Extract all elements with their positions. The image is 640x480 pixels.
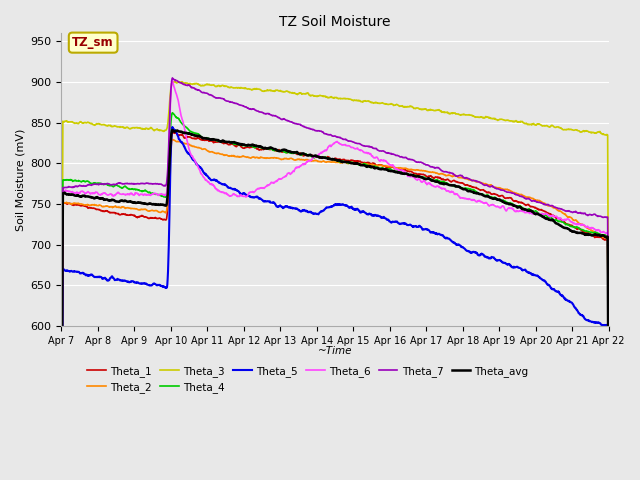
Theta_7 xyxy=(605,438,612,444)
Theta_3 xyxy=(369,100,377,106)
Theta_avg xyxy=(122,198,130,204)
Theta_2 xyxy=(290,157,298,163)
Theta_7 xyxy=(290,120,298,126)
Line: Theta_1: Theta_1 xyxy=(61,132,609,480)
Theta_1 xyxy=(369,160,377,166)
Theta_2 xyxy=(100,204,108,209)
Theta_6 xyxy=(369,155,377,160)
Theta_5 xyxy=(100,276,108,281)
Theta_1 xyxy=(100,208,108,214)
Theta_6 xyxy=(311,154,319,160)
Theta_7 xyxy=(122,180,130,186)
Theta_2 xyxy=(301,157,309,163)
Theta_7 xyxy=(301,124,309,130)
Theta_4 xyxy=(301,151,309,157)
Theta_3 xyxy=(290,90,298,96)
Theta_2 xyxy=(369,162,377,168)
Theta_avg xyxy=(301,152,309,157)
Theta_5 xyxy=(290,205,298,211)
Title: TZ Soil Moisture: TZ Soil Moisture xyxy=(279,15,391,29)
Theta_3 xyxy=(58,465,65,470)
Line: Theta_6: Theta_6 xyxy=(61,81,609,480)
Line: Theta_4: Theta_4 xyxy=(61,113,609,480)
Text: TZ_sm: TZ_sm xyxy=(72,36,114,49)
Line: Theta_2: Theta_2 xyxy=(61,139,609,480)
Theta_4 xyxy=(168,110,176,116)
Line: Theta_avg: Theta_avg xyxy=(61,130,609,480)
Theta_avg xyxy=(168,127,176,133)
Theta_4 xyxy=(290,150,298,156)
Line: Theta_3: Theta_3 xyxy=(61,82,609,468)
Theta_3 xyxy=(100,121,108,127)
Theta_4 xyxy=(369,164,377,170)
Theta_6 xyxy=(290,169,298,175)
Theta_1 xyxy=(122,212,130,218)
Theta_7 xyxy=(369,145,377,151)
Line: Theta_7: Theta_7 xyxy=(61,78,609,480)
Theta_2 xyxy=(168,136,176,142)
Theta_3 xyxy=(605,387,612,393)
Line: Theta_5: Theta_5 xyxy=(61,127,609,480)
Theta_3 xyxy=(122,125,130,131)
Theta_4 xyxy=(605,451,612,456)
Theta_3 xyxy=(311,93,319,99)
Theta_7 xyxy=(168,75,176,81)
Theta_5 xyxy=(301,208,309,214)
Theta_5 xyxy=(122,278,130,284)
Theta_2 xyxy=(605,453,612,459)
Y-axis label: Soil Moisture (mV): Soil Moisture (mV) xyxy=(15,128,25,231)
Theta_5 xyxy=(311,210,319,216)
Theta_7 xyxy=(311,128,319,133)
Theta_3 xyxy=(301,91,309,97)
Theta_2 xyxy=(122,205,130,211)
Theta_1 xyxy=(605,453,612,459)
Theta_5 xyxy=(168,124,176,130)
Theta_avg xyxy=(290,150,298,156)
Theta_avg xyxy=(605,450,612,456)
Theta_3 xyxy=(171,79,179,84)
Theta_4 xyxy=(100,182,108,188)
Theta_6 xyxy=(168,78,176,84)
Theta_1 xyxy=(168,129,176,135)
Legend: Theta_1, Theta_2, Theta_3, Theta_4, Theta_5, Theta_6, Theta_7, Theta_avg: Theta_1, Theta_2, Theta_3, Theta_4, Thet… xyxy=(83,362,532,397)
Theta_1 xyxy=(311,154,319,159)
Theta_6 xyxy=(605,447,612,453)
Theta_6 xyxy=(100,191,108,196)
Theta_6 xyxy=(301,161,309,167)
Theta_2 xyxy=(311,158,319,164)
Theta_5 xyxy=(369,212,377,218)
Theta_4 xyxy=(311,154,319,159)
Theta_avg xyxy=(311,153,319,159)
Theta_4 xyxy=(122,184,130,190)
Theta_1 xyxy=(301,152,309,158)
Theta_1 xyxy=(290,150,298,156)
Theta_7 xyxy=(100,181,108,187)
Theta_avg xyxy=(369,164,377,170)
Theta_avg xyxy=(100,196,108,202)
Theta_6 xyxy=(122,192,130,198)
X-axis label: ~Time: ~Time xyxy=(318,346,353,356)
